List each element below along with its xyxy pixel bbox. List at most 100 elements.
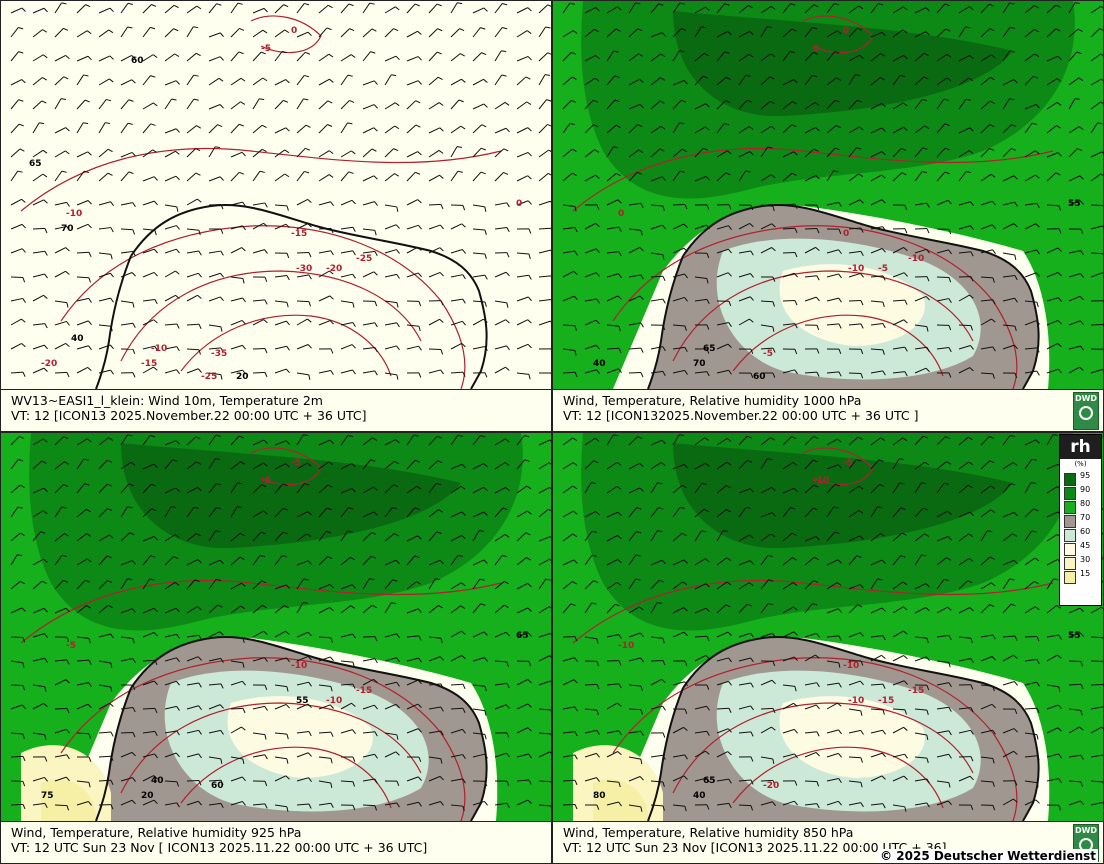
wind-barb	[738, 506, 752, 518]
wind-barb	[472, 27, 486, 38]
wind-barb	[782, 272, 798, 278]
wind-barb	[10, 607, 26, 614]
wind-barb	[760, 372, 776, 378]
wind-barb	[760, 100, 775, 110]
wind-barb	[428, 559, 444, 566]
wind-barb	[1068, 28, 1083, 38]
wind-barb	[98, 604, 113, 614]
wind-barb	[340, 250, 356, 256]
wind-barb	[318, 684, 333, 692]
wind-barb	[76, 636, 91, 644]
wind-barb	[694, 75, 708, 86]
wind-barb	[230, 506, 243, 518]
wind-barb	[1002, 798, 1018, 806]
wind-barb	[76, 438, 92, 446]
wind-barb	[584, 460, 599, 470]
wind-barb	[406, 171, 421, 182]
wind-barb	[32, 607, 48, 614]
wind-barb	[230, 435, 244, 446]
wind-barb	[54, 270, 70, 278]
wind-barb	[914, 324, 929, 332]
wind-barb	[450, 754, 466, 760]
wind-barb	[628, 632, 644, 638]
wind-barb	[804, 27, 818, 38]
wind-barb	[1090, 5, 1103, 14]
wind-barb	[494, 366, 510, 374]
wind-barb	[584, 272, 600, 278]
wind-barb	[562, 510, 578, 518]
wind-barb	[694, 26, 707, 38]
wind-barb	[252, 319, 268, 326]
wind-barb	[516, 485, 532, 494]
wind-barb	[538, 172, 551, 182]
wind-barb	[120, 636, 135, 644]
wind-barb	[384, 602, 397, 614]
wind-barb	[936, 276, 952, 283]
wind-barb	[296, 51, 311, 62]
wind-barb	[782, 251, 798, 258]
wind-barb	[1090, 151, 1103, 158]
wind-barb	[958, 98, 971, 110]
isotherm-line	[20, 579, 502, 644]
wind-barb	[1002, 462, 1018, 470]
wind-barb	[892, 29, 908, 38]
wind-barb	[362, 104, 378, 110]
wind-barb	[606, 581, 622, 590]
wind-barb	[428, 102, 444, 110]
contour-label: -30	[296, 264, 312, 274]
wind-barb	[516, 30, 532, 38]
isotherm-line	[120, 270, 422, 362]
wind-barb	[804, 682, 820, 688]
wind-barb	[494, 660, 509, 667]
wind-barb	[274, 127, 290, 134]
contour-label: -5	[66, 641, 76, 651]
wind-barb	[296, 318, 312, 326]
legend-swatch	[1064, 571, 1076, 584]
wind-barb	[76, 345, 92, 351]
wind-barb	[494, 752, 510, 758]
wind-barb	[516, 557, 531, 566]
wind-barb	[1068, 366, 1084, 374]
contour-label: 60	[753, 372, 766, 382]
wind-barb	[98, 684, 113, 693]
wind-barb	[164, 657, 180, 663]
wind-barb	[914, 147, 928, 158]
wind-barb	[406, 581, 422, 590]
wind-barb	[76, 320, 92, 326]
wind-barb	[208, 347, 224, 353]
wind-barb	[1090, 368, 1103, 374]
wind-barb	[738, 534, 754, 542]
wind-barb	[318, 100, 333, 110]
map-canvas: -5-5-5-10-10-1555606570402075	[1, 433, 551, 821]
wind-barb	[538, 462, 551, 470]
wind-barb	[606, 199, 622, 206]
wind-barb	[760, 579, 774, 590]
wind-barb	[606, 730, 622, 736]
wind-barb	[1068, 98, 1081, 110]
contour-label: -20	[41, 359, 57, 369]
wind-barb	[186, 368, 202, 374]
wind-barb	[164, 487, 180, 494]
wind-barb	[1046, 778, 1062, 784]
wind-barb	[428, 348, 444, 355]
contour-label: -5	[261, 476, 271, 486]
wind-barb	[672, 99, 687, 110]
wind-barb	[694, 103, 710, 110]
wind-barb	[318, 348, 334, 354]
wind-barb	[672, 775, 688, 782]
wind-barb	[804, 507, 818, 518]
wind-barb	[318, 756, 333, 764]
wind-barb	[1090, 225, 1103, 230]
wind-barb	[538, 536, 551, 542]
wind-barb	[384, 460, 399, 470]
wind-barb	[1090, 324, 1103, 326]
wind-barb	[760, 756, 775, 764]
wind-barb	[406, 728, 422, 734]
wind-barb	[428, 51, 442, 62]
wind-barb	[296, 578, 309, 590]
wind-barb	[606, 226, 622, 232]
wind-barb	[980, 147, 995, 158]
wind-barb	[738, 99, 753, 110]
wind-barb	[584, 55, 600, 62]
contour-label: 0	[291, 26, 297, 36]
